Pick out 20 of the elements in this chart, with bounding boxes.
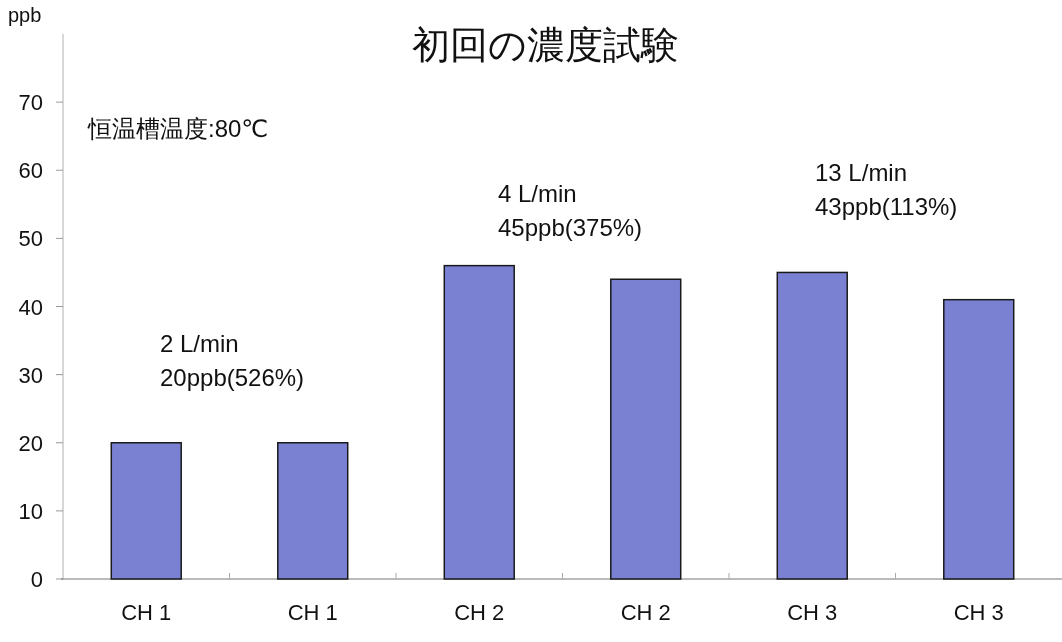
- ytick: 50: [18, 226, 43, 252]
- ytick: 40: [18, 294, 43, 320]
- xtick: CH 3: [953, 600, 1004, 625]
- xtick: CH 1: [287, 600, 338, 625]
- xtick: CH 2: [620, 600, 671, 625]
- xtick: CH 2: [454, 600, 505, 625]
- ylabel: ppb: [8, 4, 42, 26]
- annotation: 13 L/min 43ppb(113%): [815, 159, 958, 220]
- ytick: 0: [30, 567, 43, 592]
- xtick: CH 1: [121, 600, 172, 625]
- title: 初回の濃度試験: [411, 24, 679, 66]
- ytick: 30: [18, 362, 43, 388]
- annotation: 恒温槽温度:80℃: [88, 115, 269, 142]
- ytick: 10: [18, 498, 43, 524]
- ytick: 20: [18, 430, 43, 456]
- xtick: CH 3: [787, 600, 838, 625]
- annotation: 2 L/min 20ppb(526%): [160, 330, 305, 391]
- ytick: 60: [18, 158, 43, 184]
- ytick: 70: [18, 90, 43, 116]
- annotation: 4 L/min 45ppb(375%): [498, 180, 643, 241]
